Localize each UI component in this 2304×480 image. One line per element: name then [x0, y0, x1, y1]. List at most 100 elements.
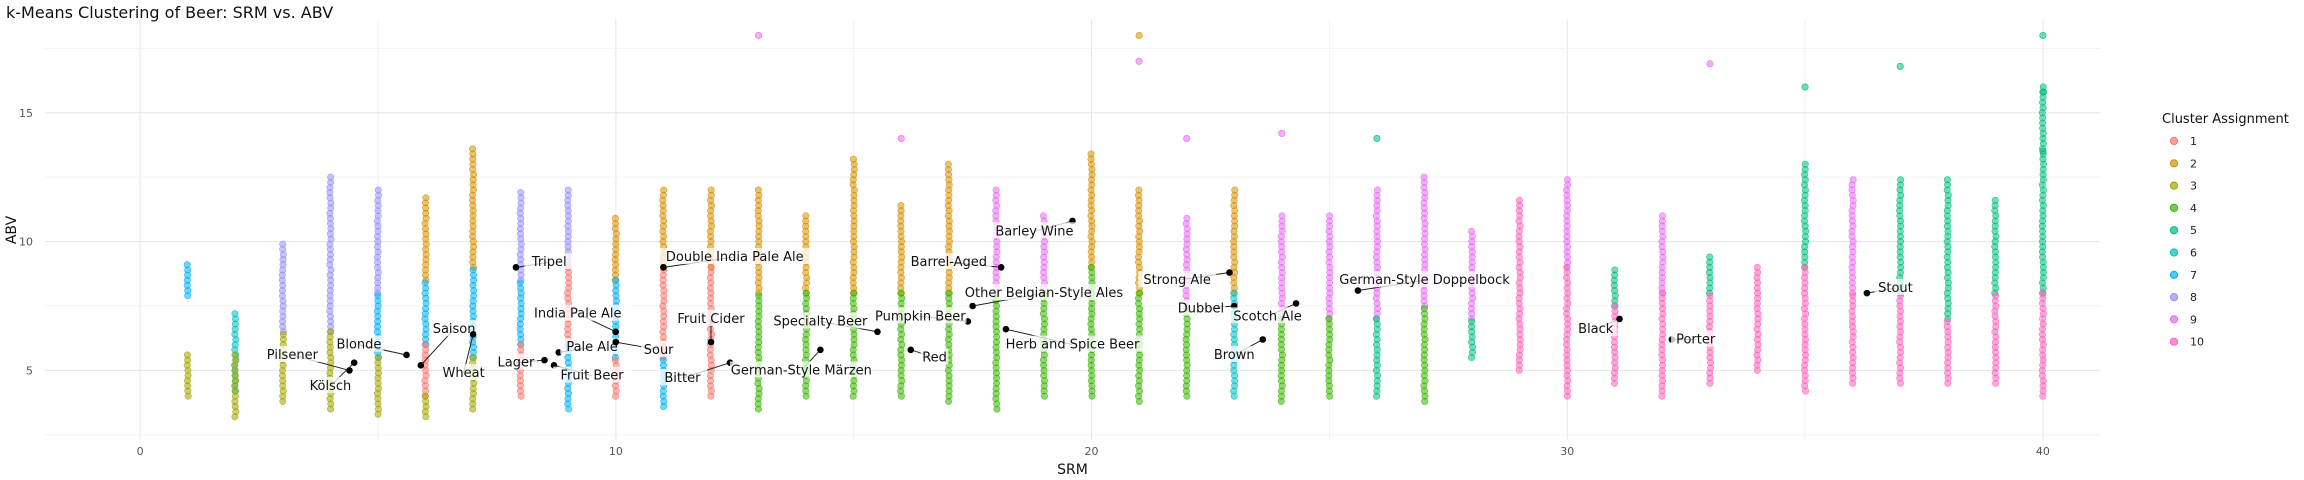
y-tick-label: 10: [19, 236, 33, 249]
data-point: [754, 186, 762, 194]
style-point: [997, 264, 1005, 271]
data-point: [1325, 315, 1333, 323]
data-point: [516, 279, 524, 287]
data-point: [660, 186, 668, 194]
data-point: [1991, 196, 1999, 204]
x-tick-label: 0: [137, 445, 144, 458]
style-label: Scotch Ale: [1233, 309, 1301, 324]
annotation-bg: [442, 364, 485, 381]
data-point: [1943, 317, 1951, 325]
annotation-bg: [1213, 345, 1256, 362]
style-point: [541, 356, 548, 364]
annotation-bg: [906, 253, 992, 270]
data-point: [802, 289, 810, 297]
data-point: [375, 354, 383, 362]
data-point: [1706, 253, 1714, 261]
style-point: [874, 328, 881, 336]
data-point: [1135, 57, 1143, 65]
data-point: [755, 292, 763, 300]
chart-title: k-Means Clustering of Beer: SRM vs. ABV: [6, 3, 334, 22]
data-point: [2039, 147, 2047, 155]
style-point: [1354, 287, 1362, 294]
legend-swatch: [2169, 136, 2179, 146]
data-point: [992, 186, 1000, 194]
legend-label: 1: [2190, 135, 2197, 148]
style-label: Stout: [1878, 281, 1913, 296]
legend-label: 8: [2190, 291, 2197, 304]
data-point: [1372, 315, 1380, 323]
annotation-bg: [494, 353, 537, 370]
data-point: [231, 351, 239, 359]
data-point: [1753, 263, 1761, 271]
annotation-bg: [954, 284, 1134, 301]
annotation-bg: [260, 345, 325, 362]
axis-ticks: 0 10 20 30 40 5 10 15: [19, 107, 2050, 458]
y-axis-title: ABV: [4, 215, 20, 244]
data-point: [1420, 305, 1428, 313]
legend-swatch: [2169, 315, 2179, 324]
legend-label: 6: [2190, 247, 2197, 260]
annotation-bg: [1228, 307, 1307, 324]
style-label: Bitter: [664, 371, 701, 386]
data-point: [849, 155, 857, 163]
data-point: [2039, 88, 2047, 96]
style-label: Blonde: [336, 338, 381, 353]
annotation-bg: [429, 320, 479, 337]
annotation-bg: [1338, 271, 1511, 288]
style-point: [1292, 300, 1300, 307]
data-point: [1563, 176, 1571, 184]
data-point: [1706, 60, 1714, 68]
data-point: [327, 173, 335, 181]
annotation-bg: [920, 348, 949, 365]
data-point: [707, 263, 715, 271]
legend-swatch: [2169, 159, 2179, 168]
x-tick-label: 40: [2036, 445, 2050, 458]
data-point: [1992, 292, 2000, 300]
style-point: [417, 361, 425, 369]
style-point: [1002, 325, 1010, 333]
data-point: [611, 214, 619, 222]
data-point: [945, 289, 953, 297]
data-point: [1136, 289, 1144, 297]
data-point: [1468, 317, 1476, 325]
data-points: [183, 31, 2048, 421]
legend-swatch: [2169, 248, 2179, 257]
style-label: Specialty Beer: [773, 314, 868, 329]
style-label: Strong Ale: [1143, 273, 1211, 288]
data-point: [421, 392, 429, 400]
style-point: [612, 328, 620, 336]
style-label: Saison: [433, 322, 476, 337]
data-point: [183, 261, 191, 269]
annotation-bg: [991, 222, 1078, 239]
data-point: [659, 356, 667, 364]
data-point: [1087, 263, 1095, 271]
data-point: [1135, 31, 1143, 39]
data-point: [611, 356, 619, 364]
annotation-bg: [553, 366, 632, 383]
data-point: [1801, 263, 1809, 271]
style-label: Kölsch: [310, 379, 352, 394]
style-point: [403, 351, 410, 359]
style-label: Fruit Cider: [677, 312, 745, 327]
data-point: [1943, 176, 1951, 184]
data-point: [2039, 289, 2047, 297]
data-point: [1610, 302, 1618, 310]
style-label: Fruit Beer: [560, 369, 624, 384]
data-point: [2039, 31, 2047, 39]
style-label: India Pale Ale: [534, 307, 622, 322]
data-point: [1278, 129, 1286, 137]
data-point: [1658, 289, 1666, 297]
annotation-bg: [874, 307, 967, 324]
style-point: [350, 359, 358, 366]
data-point: [1230, 289, 1238, 297]
data-point: [1563, 263, 1571, 271]
annotation-bg: [766, 312, 874, 329]
data-point: [1373, 186, 1381, 194]
x-axis-title: SRM: [1057, 462, 1088, 478]
data-point: [850, 289, 858, 297]
style-label: Wheat: [443, 366, 485, 381]
style-point: [1863, 289, 1871, 297]
style-point: [346, 367, 353, 374]
data-point: [1896, 62, 1904, 70]
data-point: [517, 189, 525, 197]
